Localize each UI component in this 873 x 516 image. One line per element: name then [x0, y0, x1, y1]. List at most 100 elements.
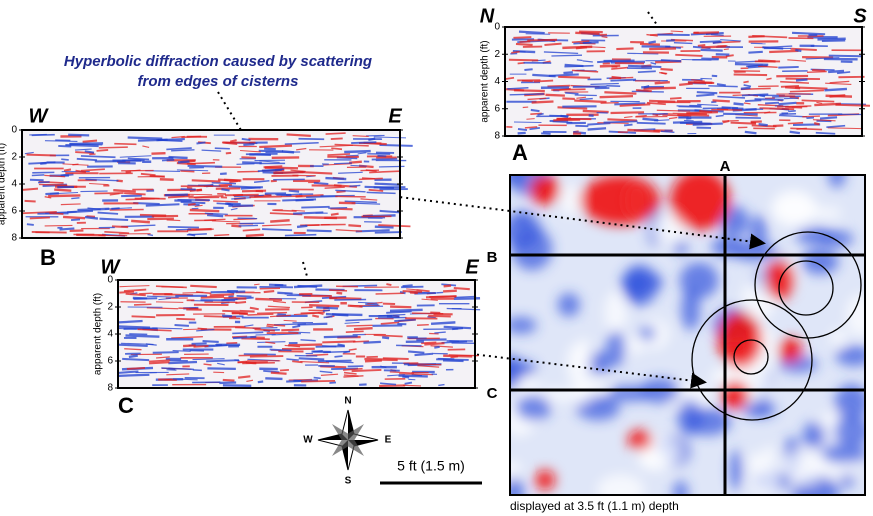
- tick-label: 2: [494, 49, 500, 60]
- reflection: [119, 375, 150, 376]
- reflection: [338, 182, 363, 183]
- tick-label: 0: [11, 125, 17, 136]
- map-blob: [566, 343, 586, 384]
- reflection: [382, 337, 389, 338]
- reflection: [438, 385, 444, 386]
- reflection: [677, 115, 709, 116]
- reflection: [299, 358, 324, 359]
- compass-label: W: [303, 435, 313, 446]
- map-blob: [628, 430, 652, 450]
- reflection: [403, 285, 413, 286]
- reflection: [273, 172, 303, 173]
- map-blob: [670, 170, 730, 230]
- reflection: [262, 229, 292, 230]
- reflection: [387, 316, 400, 317]
- reflection: [588, 128, 606, 129]
- reflection: [38, 182, 50, 183]
- reflection: [505, 78, 514, 79]
- reflection: [745, 100, 761, 101]
- reflection: [431, 322, 455, 323]
- reflection: [334, 356, 342, 357]
- reflection: [577, 60, 583, 61]
- reflection: [697, 92, 717, 93]
- map-blob: [821, 443, 867, 464]
- reflection: [124, 193, 145, 194]
- reflection: [353, 136, 369, 137]
- reflection: [264, 291, 274, 292]
- map-blob: [836, 346, 872, 367]
- reflection: [513, 37, 531, 38]
- reflection: [129, 334, 147, 335]
- reflection: [300, 172, 332, 173]
- reflection: [390, 307, 411, 308]
- reflection: [99, 219, 128, 220]
- reflection: [334, 163, 352, 164]
- reflection: [516, 44, 533, 45]
- reflection: [824, 89, 847, 90]
- reflection: [790, 132, 800, 133]
- map-blob: [604, 291, 627, 333]
- reflection: [829, 95, 845, 96]
- reflection: [698, 45, 705, 46]
- reflection: [562, 98, 574, 99]
- reflection: [354, 328, 373, 329]
- reflection: [417, 325, 429, 326]
- map-line-label: C: [487, 385, 498, 402]
- reflection: [760, 108, 795, 109]
- reflection: [338, 344, 345, 345]
- reflection: [817, 39, 845, 40]
- reflection: [324, 336, 358, 337]
- reflection: [30, 180, 44, 181]
- reflection: [358, 302, 377, 303]
- reflection: [180, 171, 194, 172]
- reflection: [119, 292, 134, 293]
- reflection: [203, 341, 219, 342]
- reflection: [405, 383, 412, 384]
- reflection: [314, 378, 321, 379]
- reflection: [734, 75, 767, 76]
- reflection: [132, 316, 156, 317]
- map-blob: [681, 289, 700, 330]
- reflection: [128, 158, 149, 159]
- map-blob: [558, 293, 580, 317]
- reflection: [408, 351, 424, 352]
- reflection: [661, 69, 673, 70]
- reflection: [711, 34, 724, 35]
- reflection: [124, 349, 141, 350]
- reflection: [255, 299, 282, 300]
- reflection: [655, 82, 670, 83]
- reflection: [661, 73, 666, 74]
- reflection: [97, 150, 109, 151]
- reflection: [259, 146, 292, 147]
- reflection: [210, 294, 234, 295]
- reflection: [176, 319, 195, 320]
- reflection: [207, 215, 223, 216]
- reflection: [121, 196, 142, 197]
- reflection: [224, 180, 241, 181]
- map-blob: [502, 212, 541, 248]
- reflection: [723, 121, 729, 122]
- reflection: [214, 235, 229, 236]
- reflection: [71, 219, 80, 220]
- reflection: [148, 234, 153, 235]
- reflection: [649, 48, 676, 49]
- reflection: [168, 227, 199, 228]
- map-image: [490, 156, 873, 511]
- reflection: [23, 189, 38, 190]
- reflection: [701, 50, 723, 51]
- reflection: [541, 133, 550, 134]
- reflection: [344, 151, 370, 152]
- map-line-label: A: [720, 158, 731, 175]
- reflection: [32, 135, 55, 136]
- direction-label: S: [853, 5, 867, 27]
- reflection: [241, 157, 255, 158]
- reflection: [242, 139, 251, 140]
- tick-label: 0: [494, 22, 500, 33]
- direction-label: E: [465, 256, 479, 278]
- reflection: [204, 364, 212, 365]
- reflection: [636, 116, 647, 117]
- reflection: [326, 133, 346, 134]
- reflection: [238, 376, 250, 377]
- reflection: [604, 92, 636, 93]
- reflection: [206, 360, 239, 361]
